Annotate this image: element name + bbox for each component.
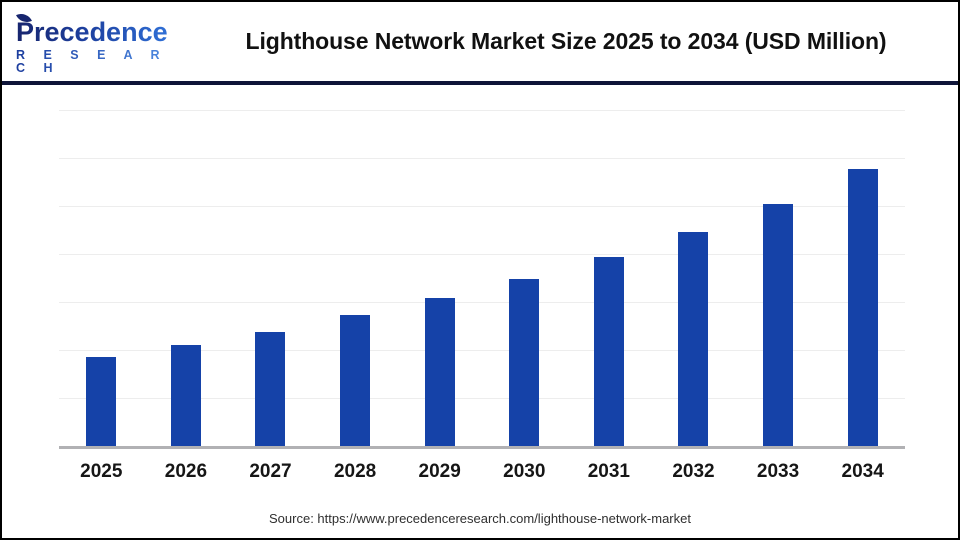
bar-column-2030 — [482, 279, 567, 446]
bar-column-2032 — [651, 231, 736, 446]
bar-column-2033 — [736, 204, 821, 446]
bar-column-2031 — [567, 256, 652, 446]
bar-column-2025 — [59, 357, 144, 446]
logo-subtitle: R E S E A R C H — [16, 49, 176, 74]
logo-name-text: Precedence — [16, 17, 168, 47]
title-area: Lighthouse Network Market Size 2025 to 2… — [2, 28, 958, 55]
bar-column-2028 — [313, 315, 398, 446]
bar-2032 — [678, 231, 709, 446]
bar-2034 — [847, 169, 878, 446]
plot-area — [59, 110, 905, 449]
bar-2031 — [593, 256, 624, 446]
header: Precedence R E S E A R C H Lighthouse Ne… — [2, 2, 958, 80]
x-tick-2028: 2028 — [333, 461, 377, 482]
x-tick-2031: 2031 — [587, 461, 630, 482]
x-tick-2032: 2032 — [672, 461, 715, 482]
bar-2033 — [763, 204, 794, 446]
bar-2029 — [424, 298, 455, 446]
bar-column-2026 — [144, 344, 229, 446]
bar-2026 — [170, 344, 201, 446]
x-axis-labels: 2025 2026 2027 2028 2029 2030 2031 2032 2033 2034 — [59, 461, 905, 483]
header-divider — [2, 81, 958, 85]
source-text: Source: https://www.precedenceresearch.c… — [269, 511, 691, 526]
x-tick-2026: 2026 — [164, 461, 208, 482]
x-tick-2033: 2033 — [756, 461, 800, 482]
bar-2028 — [340, 315, 371, 446]
x-tick-2030: 2030 — [503, 461, 546, 482]
bar-chart: 2025 2026 2027 2028 2029 2030 2031 2032 2033 2034 — [59, 110, 905, 483]
x-tick-2029: 2029 — [418, 461, 461, 482]
footer: Source: https://www.precedenceresearch.c… — [2, 510, 958, 528]
bar-2027 — [255, 331, 286, 446]
x-tick-2027: 2027 — [249, 461, 292, 482]
chart-title: Lighthouse Network Market Size 2025 to 2… — [245, 27, 887, 54]
logo-wordmark: Precedence — [16, 10, 168, 47]
bar-2025 — [86, 357, 117, 446]
x-tick-2034: 2034 — [841, 461, 884, 482]
bar-column-2027 — [228, 331, 313, 446]
precedence-logo: Precedence R E S E A R C H — [16, 10, 176, 74]
x-tick-2025: 2025 — [80, 461, 123, 482]
bar-2030 — [509, 279, 540, 446]
bar-column-2034 — [820, 169, 905, 446]
bar-column-2029 — [397, 298, 482, 446]
